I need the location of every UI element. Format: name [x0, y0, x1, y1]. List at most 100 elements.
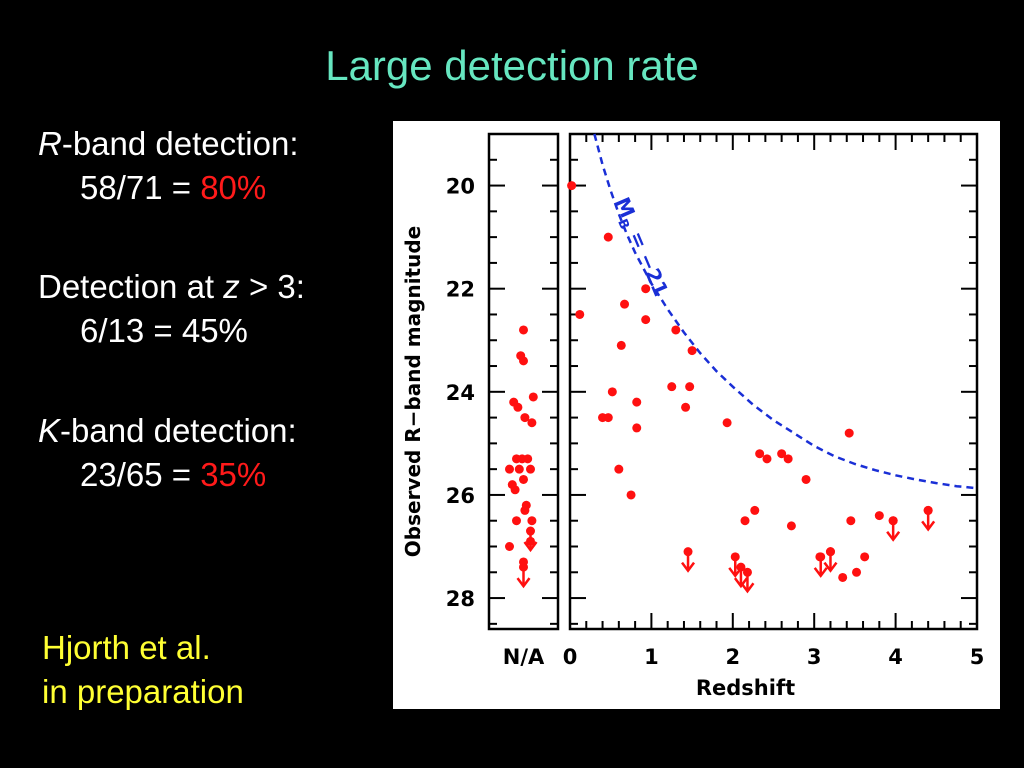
na-detection-point: [520, 505, 530, 515]
axis-labels: 20 22 24 26 28 0 1 2 3 4 5 N/A Redshift Observed R−ba…: [401, 175, 984, 700]
detection-point: [685, 382, 695, 392]
detection-point: [844, 428, 854, 438]
slide-title: Large detection rate: [325, 42, 699, 89]
z-detection-ratio: 6/13 = 45%: [80, 312, 248, 349]
main-panel-frame: [568, 132, 979, 631]
detection-point: [616, 340, 626, 350]
detection-point: [860, 552, 870, 562]
upper-limit-arrow: [921, 505, 936, 532]
upper-limit-head: [681, 561, 696, 573]
na-detection-point: [513, 402, 523, 412]
upper-limit-arrow: [823, 547, 838, 573]
upper-limit-arrow: [813, 552, 828, 578]
credit-line-1: Hjorth et al.: [42, 629, 211, 666]
detection-point: [626, 490, 636, 500]
upper-limit-arrow: [886, 516, 901, 542]
x-tick-label: 1: [644, 645, 659, 669]
x-tick-label: 4: [888, 645, 903, 669]
upper-limit-head: [740, 582, 755, 594]
detection-point: [786, 521, 796, 531]
credit-line-2: in preparation: [42, 673, 244, 710]
na-detection-point: [510, 485, 520, 495]
axis-ticks: [489, 133, 978, 629]
upper-limit-head: [523, 541, 538, 553]
detection-point: [755, 449, 765, 459]
credit-note: Hjorth et al. in preparation: [42, 626, 244, 714]
na-detection-point: [514, 464, 524, 474]
y-tick-label: 28: [446, 587, 475, 611]
na-detection-point: [512, 516, 521, 526]
na-detection-point: [527, 418, 537, 428]
mb-curve-line: [593, 133, 978, 490]
na-detection-point: [523, 454, 533, 464]
y-tick-label: 26: [446, 484, 475, 508]
upper-limit-arrow: [523, 526, 538, 553]
detection-point: [762, 454, 772, 464]
detection-point: [740, 516, 750, 526]
x-tick-label: 5: [970, 645, 985, 669]
na-detection-point: [519, 325, 528, 335]
detection-point: [801, 474, 811, 484]
detection-point: [632, 397, 642, 407]
detection-point: [671, 325, 681, 335]
detection-point: [641, 284, 651, 294]
detection-point: [874, 511, 884, 521]
na-panel-frame: [487, 132, 560, 631]
detection-point: [620, 299, 630, 309]
detection-point: [783, 454, 793, 464]
k-band-label: K-band detection:: [38, 412, 297, 449]
na-detection-point: [519, 474, 528, 484]
upper-limit-head: [813, 567, 828, 578]
detection-point: [614, 464, 624, 474]
detection-point: [722, 418, 732, 428]
r-band-label: R-band detection:: [38, 125, 299, 162]
upper-limit-head: [921, 520, 936, 532]
plot-frames: [487, 132, 979, 631]
detection-point: [838, 572, 848, 582]
detection-point: [750, 505, 760, 515]
detection-point: [567, 181, 577, 191]
redshift-magnitude-plot: MB = −21 20 22 24 26 28 0 1 2 3 4 5 N/A Redshift Obse…: [393, 121, 1000, 709]
na-detection-point: [527, 516, 537, 526]
detection-point: [667, 382, 677, 392]
k-band-ratio: 23/65 = 35%: [80, 456, 267, 493]
detection-point: [846, 516, 856, 526]
detection-point: [603, 413, 613, 423]
points-layer: [505, 181, 936, 594]
x-tick-label: 3: [807, 645, 822, 669]
na-detection-point: [505, 542, 514, 551]
r-band-ratio: 58/71 = 80%: [80, 169, 267, 206]
detection-point: [607, 387, 617, 397]
na-label: N/A: [503, 645, 545, 669]
na-detection-point: [505, 464, 514, 474]
detection-point: [632, 423, 642, 433]
na-detection-point: [520, 413, 530, 423]
chart-svg: MB = −21 20 22 24 26 28 0 1 2 3 4 5 N/A Redshift Obse…: [401, 132, 984, 700]
detection-point: [575, 309, 585, 319]
upper-limit-head: [886, 530, 901, 542]
curve-label-m: M: [610, 194, 640, 222]
x-tick-label: 2: [725, 645, 740, 669]
r-band-percent: 80%: [200, 169, 267, 206]
mb-curve-label: MB = −21: [606, 194, 673, 302]
detection-point: [641, 315, 651, 325]
r-band-stat: R-band detection: 58/71 = 80%: [38, 122, 299, 210]
k-band-stat: K-band detection: 23/65 = 35%: [38, 409, 297, 497]
detection-point: [603, 232, 613, 242]
curve-layer: MB = −21: [593, 133, 978, 490]
y-axis-label: Observed R−band magnitude: [401, 226, 425, 557]
x-tick-label: 0: [563, 645, 578, 669]
y-tick-label: 20: [446, 175, 475, 199]
z-detection-stat: Detection at z > 3: 6/13 = 45%: [38, 265, 305, 353]
upper-limit-arrow: [733, 562, 748, 589]
y-tick-label: 22: [446, 278, 475, 302]
z-detection-label: Detection at z > 3:: [38, 268, 305, 305]
detection-point: [687, 346, 697, 356]
upper-limit-head: [516, 577, 531, 589]
detection-point: [681, 402, 691, 412]
na-detection-point: [519, 356, 528, 366]
detection-point: [777, 449, 787, 459]
na-detection-point: [526, 464, 535, 474]
upper-limit-arrow: [516, 562, 531, 589]
upper-limit-arrow: [681, 547, 696, 573]
